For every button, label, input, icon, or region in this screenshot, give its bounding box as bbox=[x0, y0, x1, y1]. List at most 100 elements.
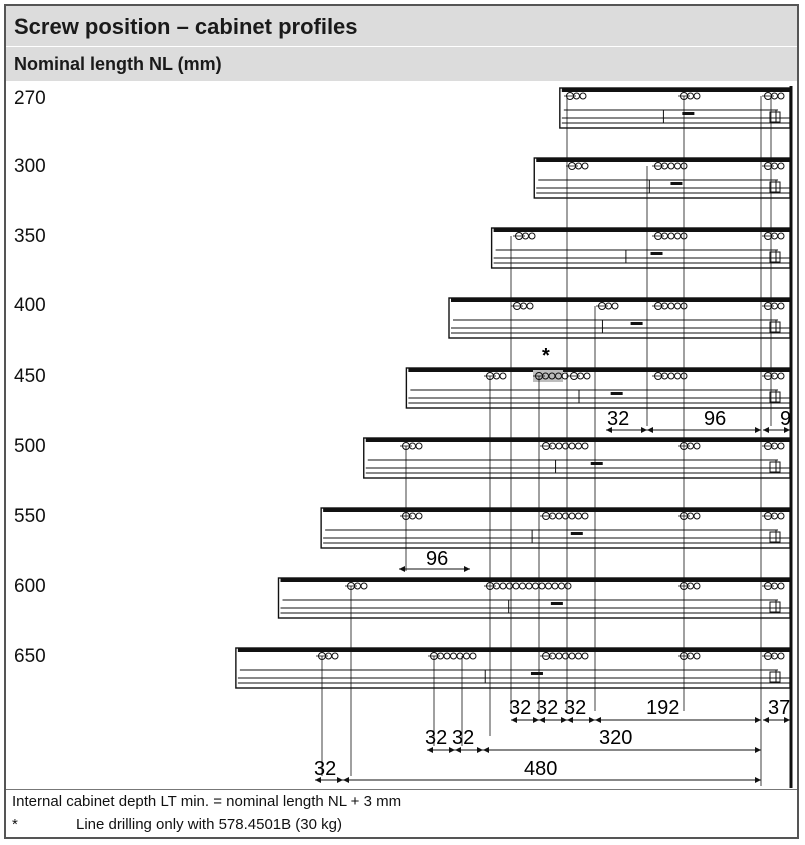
row-label-500: 500 bbox=[14, 436, 46, 457]
screw-hole bbox=[693, 92, 701, 100]
dim-b1-32b: 32 bbox=[536, 697, 558, 719]
row-label-650: 650 bbox=[14, 646, 46, 667]
profile-end-bracket bbox=[769, 321, 781, 333]
screw-hole bbox=[469, 652, 477, 660]
dimension-lines bbox=[315, 427, 790, 783]
row-label-550: 550 bbox=[14, 506, 46, 527]
dimension-arrow bbox=[399, 566, 470, 572]
screw-hole bbox=[777, 512, 785, 520]
row-label-350: 350 bbox=[14, 226, 46, 247]
dimension-arrow bbox=[567, 717, 595, 723]
dimension-arrow bbox=[539, 717, 567, 723]
arrow-head bbox=[533, 717, 539, 723]
profile-top-rail bbox=[536, 158, 790, 162]
profile-top-rail bbox=[561, 88, 790, 92]
profile-top-rail bbox=[237, 648, 790, 652]
footnote-line-drilling: Line drilling only with 578.4501B (30 kg… bbox=[76, 816, 342, 833]
profile-top-rail bbox=[365, 438, 790, 442]
title-bar: Screw position – cabinet profiles bbox=[6, 6, 797, 47]
dimension-arrow bbox=[427, 747, 455, 753]
arrow-head bbox=[589, 717, 595, 723]
row-label-450: 450 bbox=[14, 366, 46, 387]
profile-end-bracket bbox=[769, 671, 781, 683]
arrow-head bbox=[567, 717, 573, 723]
profile-top-rail bbox=[451, 298, 790, 302]
screw-hole bbox=[564, 582, 572, 590]
dim-b3-32: 32 bbox=[314, 758, 336, 780]
dim-b2-32b: 32 bbox=[452, 727, 474, 749]
screw-hole bbox=[777, 232, 785, 240]
arrow-head bbox=[755, 717, 761, 723]
profile-marker bbox=[670, 182, 683, 185]
row-label-300: 300 bbox=[14, 156, 46, 177]
dimension-arrow bbox=[315, 777, 343, 783]
row-label-600: 600 bbox=[14, 576, 46, 597]
dim-550-96: 96 bbox=[426, 548, 448, 570]
profile-body bbox=[405, 367, 791, 409]
profile-runner bbox=[555, 459, 777, 474]
arrow-head bbox=[784, 717, 790, 723]
profile-marker bbox=[610, 392, 623, 395]
screw-hole bbox=[611, 302, 619, 310]
dimension-arrow bbox=[455, 747, 483, 753]
profile-runner bbox=[578, 389, 777, 404]
profile-400 bbox=[448, 297, 791, 339]
arrow-head bbox=[755, 747, 761, 753]
arrow-head bbox=[606, 427, 612, 433]
screw-hole bbox=[693, 512, 701, 520]
profiles-group bbox=[235, 87, 791, 689]
dim-b2-320: 320 bbox=[599, 727, 632, 749]
dimension-arrow bbox=[606, 427, 647, 433]
profile-marker bbox=[630, 322, 643, 325]
screw-hole bbox=[777, 442, 785, 450]
arrow-head bbox=[641, 427, 647, 433]
dim-b1-32a: 32 bbox=[509, 697, 531, 719]
profile-marker bbox=[550, 602, 563, 605]
profile-550 bbox=[320, 507, 791, 549]
screw-hole bbox=[581, 162, 589, 170]
profile-350 bbox=[490, 227, 791, 269]
screw-hole bbox=[581, 652, 589, 660]
arrow-head bbox=[755, 427, 761, 433]
dimension-arrow bbox=[763, 717, 790, 723]
screw-axis-lines bbox=[321, 96, 772, 786]
dim-450-9: 9 bbox=[780, 408, 791, 430]
screw-hole bbox=[526, 302, 534, 310]
arrow-head bbox=[561, 717, 567, 723]
screw-hole bbox=[693, 582, 701, 590]
dim-b2-32a: 32 bbox=[425, 727, 447, 749]
profile-runner bbox=[648, 179, 777, 194]
profile-marker bbox=[570, 532, 583, 535]
screw-hole bbox=[415, 442, 423, 450]
arrow-head bbox=[427, 747, 433, 753]
profile-end-bracket bbox=[769, 531, 781, 543]
screw-hole bbox=[693, 442, 701, 450]
arrow-head bbox=[595, 717, 601, 723]
profile-end-bracket bbox=[769, 111, 781, 123]
profile-marker bbox=[682, 112, 695, 115]
profile-end-bracket bbox=[769, 181, 781, 193]
dim-b1-37: 37 bbox=[768, 697, 790, 719]
footnote-mark: * bbox=[12, 816, 18, 833]
screw-hole bbox=[581, 442, 589, 450]
arrow-head bbox=[511, 717, 517, 723]
arrow-head bbox=[455, 747, 461, 753]
dimension-arrow bbox=[343, 777, 761, 783]
page-title: Screw position – cabinet profiles bbox=[14, 14, 358, 39]
dimension-arrow bbox=[763, 427, 790, 433]
profile-450 bbox=[405, 367, 791, 409]
profile-top-rail bbox=[323, 508, 790, 512]
screw-hole bbox=[331, 652, 339, 660]
arrow-head bbox=[647, 427, 653, 433]
screw-hole bbox=[528, 232, 536, 240]
screw-hole bbox=[415, 512, 423, 520]
profile-body bbox=[490, 227, 791, 269]
dim-450-32: 32 bbox=[607, 408, 629, 430]
arrow-head bbox=[477, 747, 483, 753]
arrow-head bbox=[315, 777, 321, 783]
dim-b1-32c: 32 bbox=[564, 697, 586, 719]
dimension-arrow bbox=[595, 717, 761, 723]
profile-end-bracket bbox=[769, 461, 781, 473]
dim-450-96: 96 bbox=[704, 408, 726, 430]
arrow-head bbox=[763, 427, 769, 433]
